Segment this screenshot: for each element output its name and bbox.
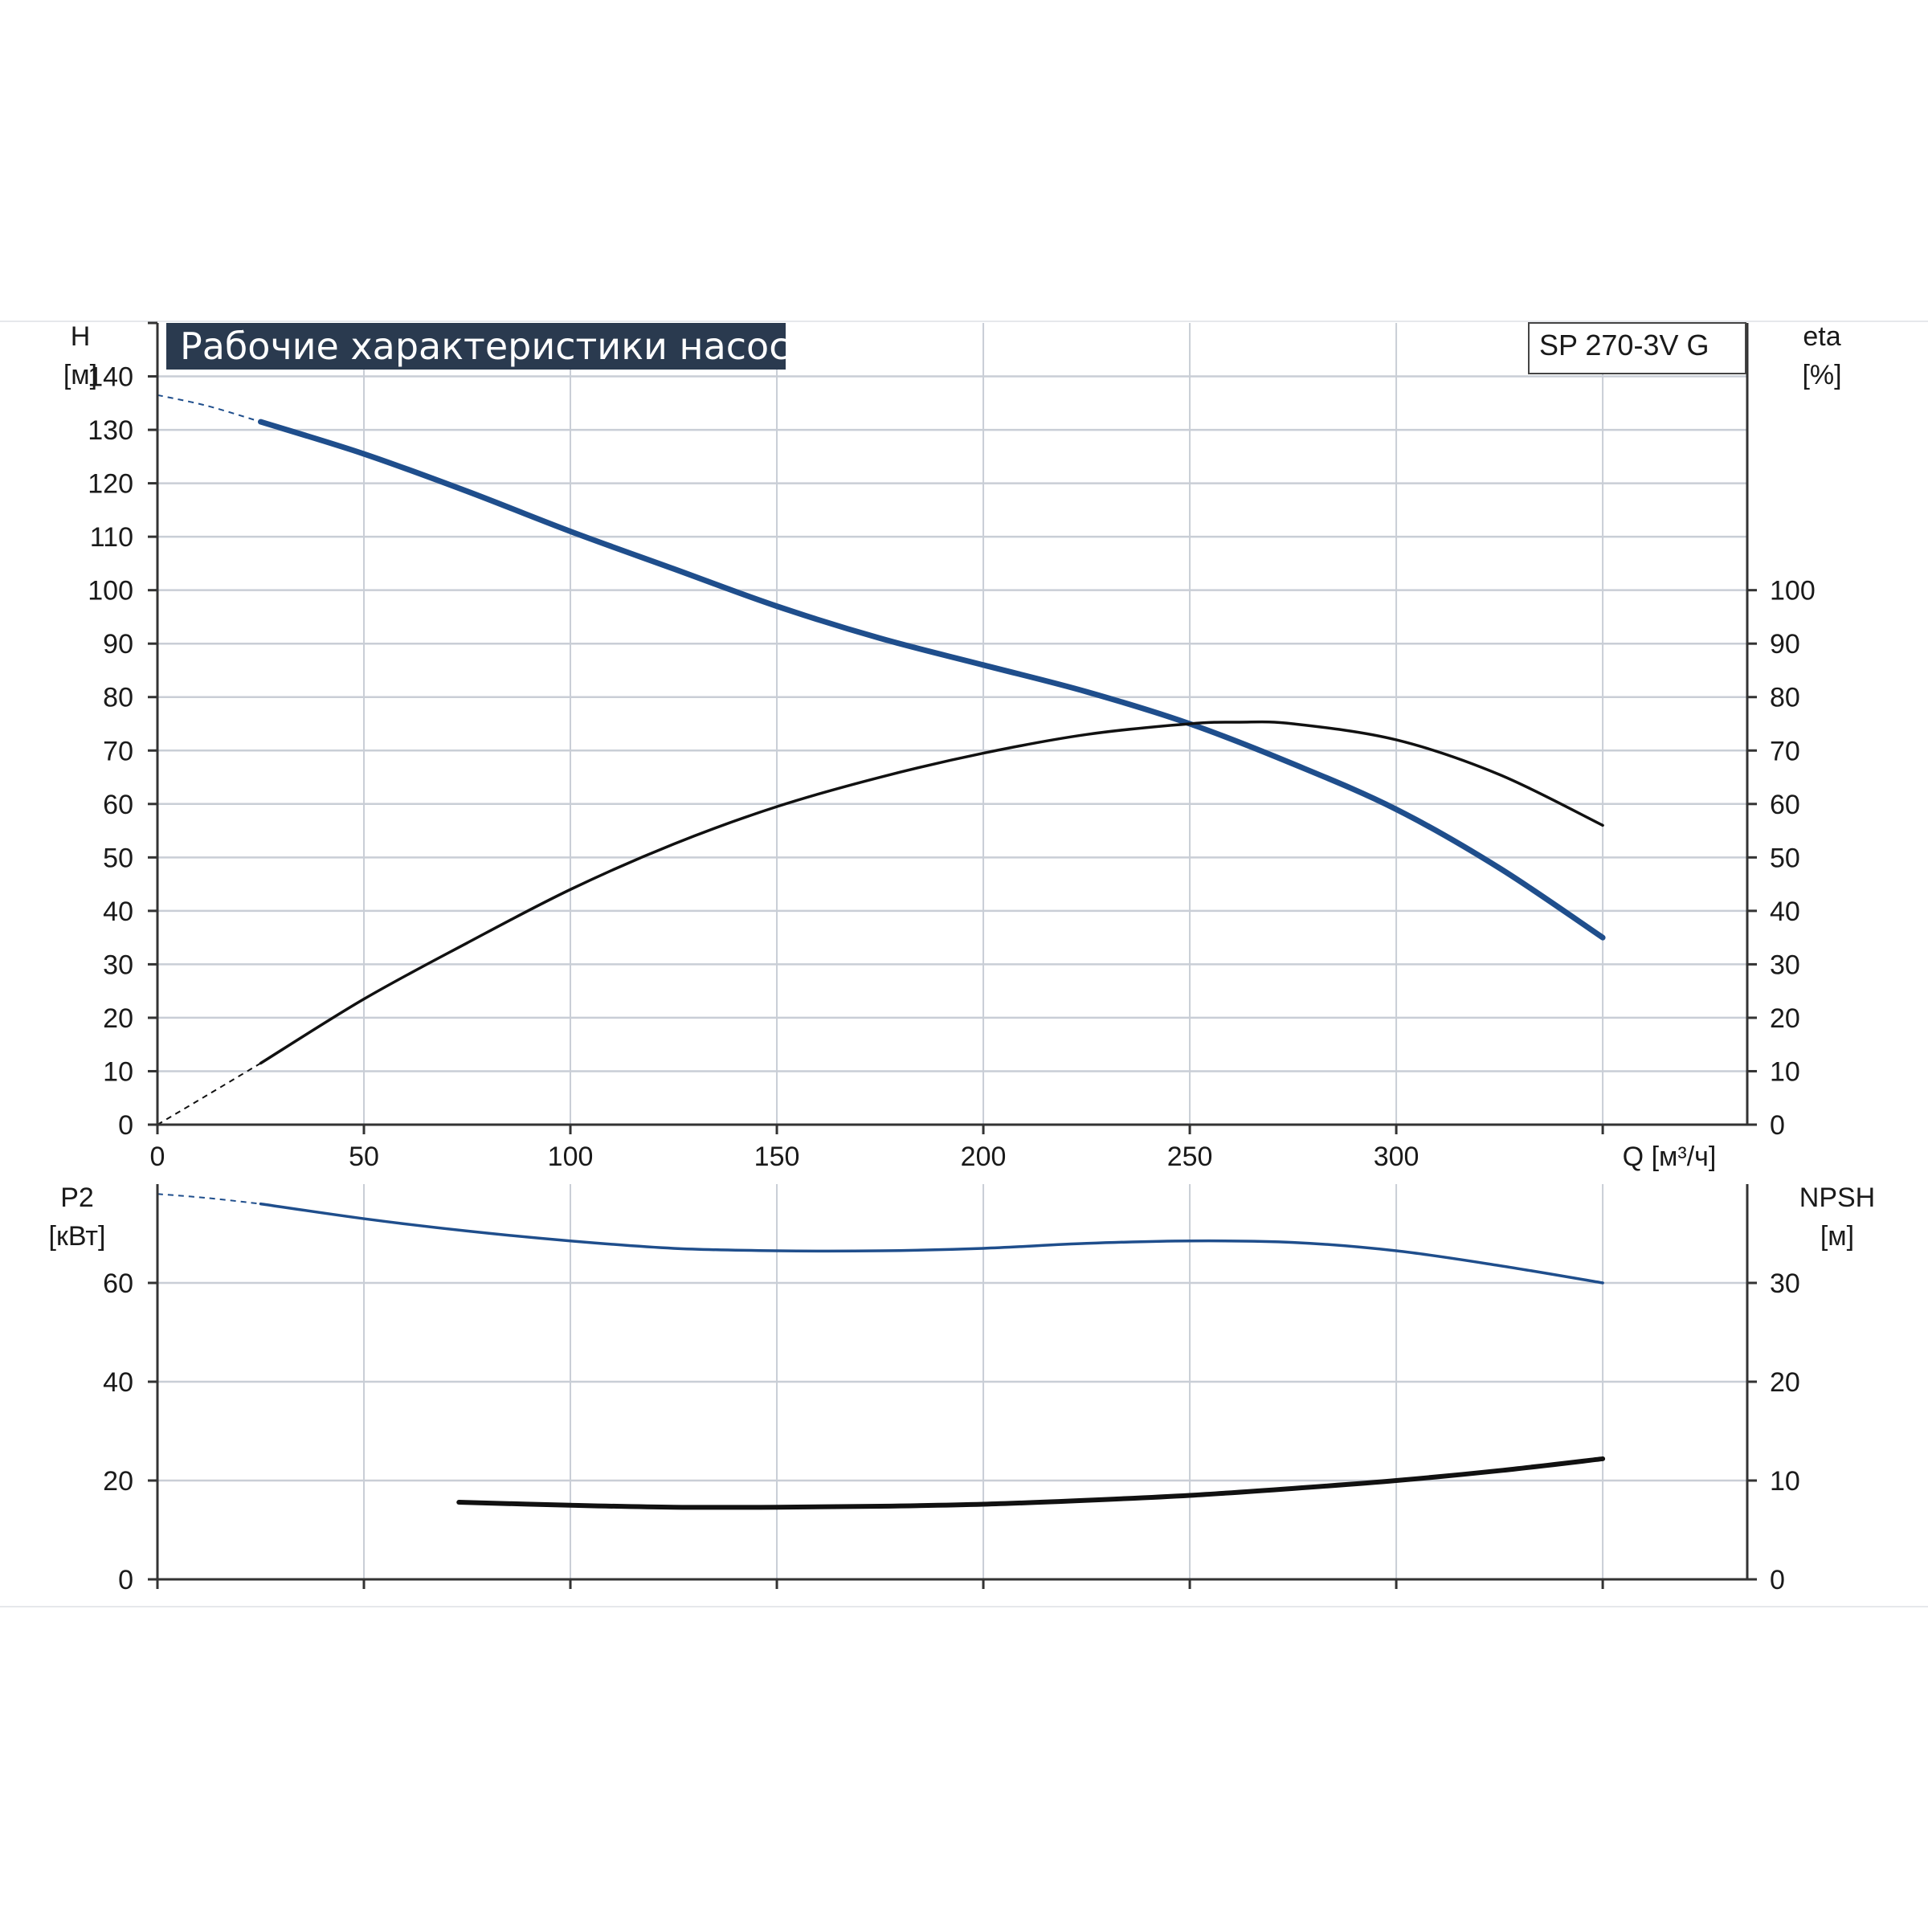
lower-left-tick-label: 0 xyxy=(118,1565,133,1595)
upper-left-axis-label-line2: [м] xyxy=(63,360,97,390)
upper-right-tick-label: 0 xyxy=(1770,1110,1785,1141)
upper-left-tick-label: 130 xyxy=(88,415,133,446)
chart-title-box: Рабочие характеристики насоса xyxy=(166,323,812,370)
lower-left-axis-label-line1: P2 xyxy=(60,1182,94,1213)
upper-left-tick-label: 40 xyxy=(103,897,133,927)
lower-right-tick-label: 20 xyxy=(1770,1367,1800,1398)
upper-left-tick-label: 30 xyxy=(103,950,133,980)
upper-right-tick-label: 100 xyxy=(1770,576,1816,607)
upper-right-tick-label: 70 xyxy=(1770,736,1800,766)
upper-left-tick-label: 100 xyxy=(88,576,133,607)
model-label: SP 270-3V G xyxy=(1539,329,1709,361)
upper-left-tick-label: 70 xyxy=(103,736,133,766)
upper-left-tick-label: 0 xyxy=(118,1110,133,1141)
upper-right-axis-label-line1: eta xyxy=(1803,321,1840,352)
lower-left-tick-label: 20 xyxy=(103,1466,133,1497)
x-tick-label: 0 xyxy=(150,1142,165,1172)
upper-left-tick-label: 110 xyxy=(90,522,133,553)
chart-title: Рабочие характеристики насоса xyxy=(180,325,812,368)
lower-left-axis-label-line2: [кВт] xyxy=(49,1221,106,1252)
upper-right-axis-label-line2: [%] xyxy=(1802,360,1841,390)
upper-right-tick-label: 10 xyxy=(1770,1056,1800,1087)
x-tick-label: 50 xyxy=(349,1142,379,1172)
upper-left-axis-label-line1: H xyxy=(71,321,91,352)
upper-left-tick-label: 50 xyxy=(103,843,133,873)
lower-right-tick-label: 10 xyxy=(1770,1466,1800,1497)
upper-right-tick-label: 50 xyxy=(1770,843,1800,873)
x-axis-label: Q [м³/ч] xyxy=(1623,1142,1717,1172)
upper-right-tick-label: 40 xyxy=(1770,897,1800,927)
lower-right-tick-label: 0 xyxy=(1770,1565,1785,1595)
lower-right-axis-label-line1: NPSH xyxy=(1799,1182,1875,1213)
upper-plot-area xyxy=(157,323,1747,1125)
upper-left-tick-label: 10 xyxy=(103,1056,133,1087)
upper-right-tick-label: 80 xyxy=(1770,683,1800,713)
lower-left-tick-label: 40 xyxy=(103,1367,133,1398)
model-box: SP 270-3V G xyxy=(1529,323,1746,374)
upper-right-tick-label: 60 xyxy=(1770,790,1800,820)
upper-right-tick-label: 90 xyxy=(1770,629,1800,660)
lower-right-axis-label-line2: [м] xyxy=(1820,1221,1854,1252)
x-tick-label: 100 xyxy=(548,1142,594,1172)
upper-right-tick-label: 30 xyxy=(1770,950,1800,980)
upper-left-tick-label: 80 xyxy=(103,683,133,713)
lower-grid xyxy=(157,1184,1747,1579)
upper-right-tick-label: 20 xyxy=(1770,1003,1800,1034)
x-tick-label: 250 xyxy=(1167,1142,1213,1172)
upper-grid xyxy=(157,323,1747,1125)
lower-right-tick-label: 30 xyxy=(1770,1268,1800,1299)
upper-left-tick-label: 20 xyxy=(103,1003,133,1034)
upper-left-tick-label: 60 xyxy=(103,790,133,820)
x-tick-label: 150 xyxy=(754,1142,800,1172)
x-tick-label: 300 xyxy=(1374,1142,1419,1172)
upper-left-tick-label: 90 xyxy=(103,629,133,660)
upper-left-tick-label: 120 xyxy=(88,469,133,500)
lower-left-tick-label: 60 xyxy=(103,1268,133,1299)
x-tick-label: 200 xyxy=(961,1142,1007,1172)
